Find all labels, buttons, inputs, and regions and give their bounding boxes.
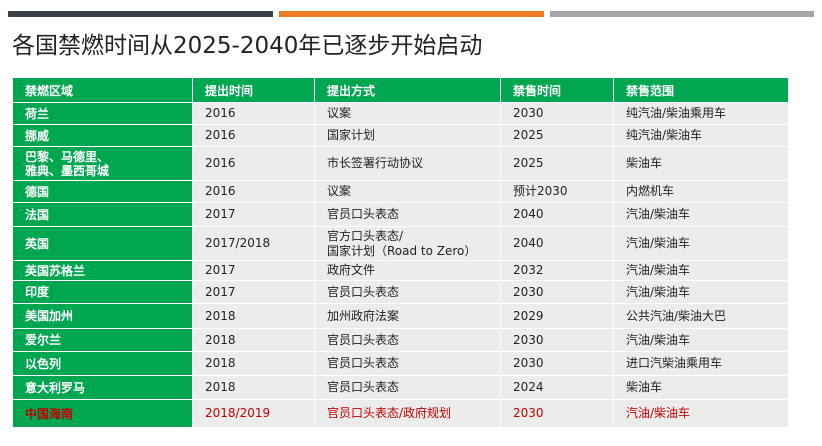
ban-table: 禁燃区域 提出时间 提出方式 禁售时间 禁售范围 荷兰 2016 议案 2030 纯汽油… bbox=[12, 77, 789, 428]
proposal-method-cell: 官员口头表态 bbox=[314, 351, 501, 376]
proposal-method-cell: 议案 bbox=[314, 180, 501, 203]
table-row: 意大利罗马 2018 官员口头表态 2024 柴油车 bbox=[12, 375, 789, 400]
region-cell: 德国 bbox=[12, 180, 193, 203]
region-cell: 英国 bbox=[12, 226, 193, 261]
ban-time-cell: 2024 bbox=[500, 375, 614, 400]
table-row: 英国苏格兰 2017 政府文件 2032 汽油/柴油车 bbox=[12, 260, 789, 281]
ban-time-cell: 2029 bbox=[500, 303, 614, 329]
ban-scope-cell: 汽油/柴油车 bbox=[613, 202, 789, 227]
proposal-method-cell: 官员口头表态/政府规划 bbox=[314, 399, 501, 428]
ban-time-cell: 2030 bbox=[500, 280, 614, 304]
region-cell: 美国加州 bbox=[12, 303, 193, 329]
ban-time-cell: 2025 bbox=[500, 124, 614, 147]
ban-time-cell: 预计2030 bbox=[500, 180, 614, 203]
proposed-time-cell: 2018 bbox=[192, 303, 315, 329]
ban-time-cell: 2040 bbox=[500, 226, 614, 261]
ban-time-cell: 2030 bbox=[500, 399, 614, 428]
ban-time-cell: 2025 bbox=[500, 146, 614, 181]
proposed-time-cell: 2017/2018 bbox=[192, 226, 315, 261]
region-cell: 以色列 bbox=[12, 351, 193, 376]
proposal-method-cell: 官员口头表态 bbox=[314, 280, 501, 304]
proposed-time-cell: 2017 bbox=[192, 202, 315, 227]
region-cell: 挪威 bbox=[12, 124, 193, 147]
header-ban-scope: 禁售范围 bbox=[613, 77, 789, 103]
table-row: 巴黎、马德里、 雅典、墨西哥城 2016 市长签署行动协议 2025 柴油车 bbox=[12, 146, 789, 181]
proposal-method-cell: 官员口头表态 bbox=[314, 202, 501, 227]
table-row: 中国海南 2018/2019 官员口头表态/政府规划 2030 汽油/柴油车 bbox=[12, 399, 789, 428]
ban-scope-cell: 纯汽油/柴油乘用车 bbox=[613, 102, 789, 125]
header-region: 禁燃区域 bbox=[12, 77, 193, 103]
proposal-method-cell: 官方口头表态/ 国家计划（Road to Zero） bbox=[314, 226, 501, 261]
ban-scope-cell: 汽油/柴油车 bbox=[613, 399, 789, 428]
ban-time-cell: 2032 bbox=[500, 260, 614, 281]
table-header-row: 禁燃区域 提出时间 提出方式 禁售时间 禁售范围 bbox=[12, 77, 789, 103]
proposal-method-cell: 议案 bbox=[314, 102, 501, 125]
ban-time-cell: 2030 bbox=[500, 351, 614, 376]
table-row: 德国 2016 议案 预计2030 内燃机车 bbox=[12, 180, 789, 203]
table-row: 印度 2017 官员口头表态 2030 汽油/柴油车 bbox=[12, 280, 789, 304]
proposed-time-cell: 2018 bbox=[192, 351, 315, 376]
ban-scope-cell: 柴油车 bbox=[613, 375, 789, 400]
table-row: 以色列 2018 官员口头表态 2030 进口汽柴油乘用车 bbox=[12, 351, 789, 376]
ban-scope-cell: 进口汽柴油乘用车 bbox=[613, 351, 789, 376]
table-row: 美国加州 2018 加州政府法案 2029 公共汽油/柴油大巴 bbox=[12, 303, 789, 329]
proposal-method-cell: 政府文件 bbox=[314, 260, 501, 281]
ban-time-cell: 2030 bbox=[500, 328, 614, 352]
region-cell: 意大利罗马 bbox=[12, 375, 193, 400]
proposed-time-cell: 2018/2019 bbox=[192, 399, 315, 428]
ban-table-container: 禁燃区域 提出时间 提出方式 禁售时间 禁售范围 荷兰 2016 议案 2030 纯汽油… bbox=[12, 77, 789, 428]
ban-scope-cell: 汽油/柴油车 bbox=[613, 280, 789, 304]
proposal-method-cell: 国家计划 bbox=[314, 124, 501, 147]
page-title: 各国禁燃时间从2025-2040年已逐步开始启动 bbox=[12, 33, 483, 59]
table-row: 法国 2017 官员口头表态 2040 汽油/柴油车 bbox=[12, 202, 789, 227]
proposed-time-cell: 2018 bbox=[192, 375, 315, 400]
proposed-time-cell: 2016 bbox=[192, 180, 315, 203]
proposal-method-cell: 官员口头表态 bbox=[314, 328, 501, 352]
proposed-time-cell: 2017 bbox=[192, 260, 315, 281]
ban-scope-cell: 柴油车 bbox=[613, 146, 789, 181]
region-cell: 印度 bbox=[12, 280, 193, 304]
ban-scope-cell: 汽油/柴油车 bbox=[613, 260, 789, 281]
header-ban-time: 禁售时间 bbox=[500, 77, 614, 103]
ban-time-cell: 2030 bbox=[500, 102, 614, 125]
header-proposal-method: 提出方式 bbox=[314, 77, 501, 103]
proposal-method-cell: 市长签署行动协议 bbox=[314, 146, 501, 181]
region-cell: 英国苏格兰 bbox=[12, 260, 193, 281]
ban-scope-cell: 汽油/柴油车 bbox=[613, 226, 789, 261]
region-cell: 法国 bbox=[12, 202, 193, 227]
ban-scope-cell: 纯汽油/柴油车 bbox=[613, 124, 789, 147]
table-row: 英国 2017/2018 官方口头表态/ 国家计划（Road to Zero） 204… bbox=[12, 226, 789, 261]
proposed-time-cell: 2017 bbox=[192, 280, 315, 304]
region-cell: 中国海南 bbox=[12, 399, 193, 428]
proposed-time-cell: 2016 bbox=[192, 146, 315, 181]
accent-bar-dark bbox=[8, 11, 273, 17]
table-row: 荷兰 2016 议案 2030 纯汽油/柴油乘用车 bbox=[12, 102, 789, 125]
proposed-time-cell: 2018 bbox=[192, 328, 315, 352]
table-row: 爱尔兰 2018 官员口头表态 2030 汽油/柴油车 bbox=[12, 328, 789, 352]
ban-scope-cell: 公共汽油/柴油大巴 bbox=[613, 303, 789, 329]
proposal-method-cell: 官员口头表态 bbox=[314, 375, 501, 400]
proposal-method-cell: 加州政府法案 bbox=[314, 303, 501, 329]
header-proposed-time: 提出时间 bbox=[192, 77, 315, 103]
ban-scope-cell: 内燃机车 bbox=[613, 180, 789, 203]
proposed-time-cell: 2016 bbox=[192, 102, 315, 125]
ban-time-cell: 2040 bbox=[500, 202, 614, 227]
region-cell: 巴黎、马德里、 雅典、墨西哥城 bbox=[12, 146, 193, 181]
table-row: 挪威 2016 国家计划 2025 纯汽油/柴油车 bbox=[12, 124, 789, 147]
region-cell: 爱尔兰 bbox=[12, 328, 193, 352]
region-cell: 荷兰 bbox=[12, 102, 193, 125]
ban-scope-cell: 汽油/柴油车 bbox=[613, 328, 789, 352]
proposed-time-cell: 2016 bbox=[192, 124, 315, 147]
accent-bar-gray bbox=[550, 11, 814, 17]
header-accent-bars bbox=[8, 11, 814, 17]
accent-bar-orange bbox=[279, 11, 544, 17]
